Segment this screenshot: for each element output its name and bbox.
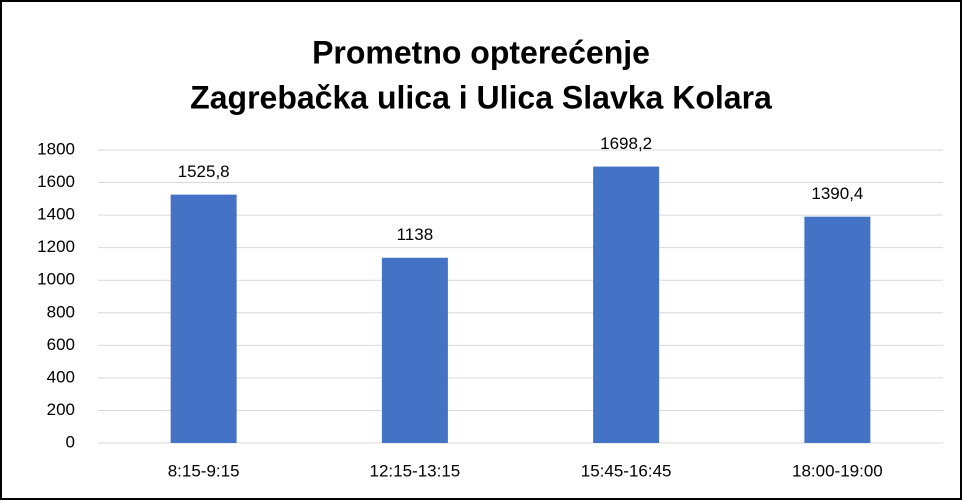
- data-label: 1138: [397, 225, 434, 244]
- bar: [381, 257, 448, 443]
- chart-title: Zagrebačka ulica i Ulica Slavka Kolara: [190, 79, 772, 115]
- y-tick-label: 1400: [37, 205, 75, 224]
- data-label: 1390,4: [811, 184, 863, 203]
- bar: [804, 216, 871, 443]
- y-tick-label: 1000: [37, 270, 75, 289]
- y-tick-label: 1600: [37, 172, 75, 191]
- y-tick-label: 200: [47, 400, 75, 419]
- y-tick-label: 1200: [37, 237, 75, 256]
- x-tick-label: 18:00-19:00: [792, 461, 883, 480]
- y-tick-label: 1800: [37, 139, 75, 158]
- y-tick-label: 400: [47, 367, 75, 386]
- y-tick-label: 600: [47, 335, 75, 354]
- x-tick-label: 8:15-9:15: [168, 461, 240, 480]
- data-label: 1698,2: [600, 134, 652, 153]
- y-tick-label: 0: [66, 432, 75, 451]
- bar: [593, 166, 660, 443]
- x-tick-label: 12:15-13:15: [370, 461, 461, 480]
- chart-title: Prometno opterećenje: [312, 34, 650, 70]
- bar: [170, 194, 237, 443]
- y-tick-label: 800: [47, 302, 75, 321]
- data-label: 1525,8: [178, 162, 230, 181]
- x-tick-label: 15:45-16:45: [581, 461, 672, 480]
